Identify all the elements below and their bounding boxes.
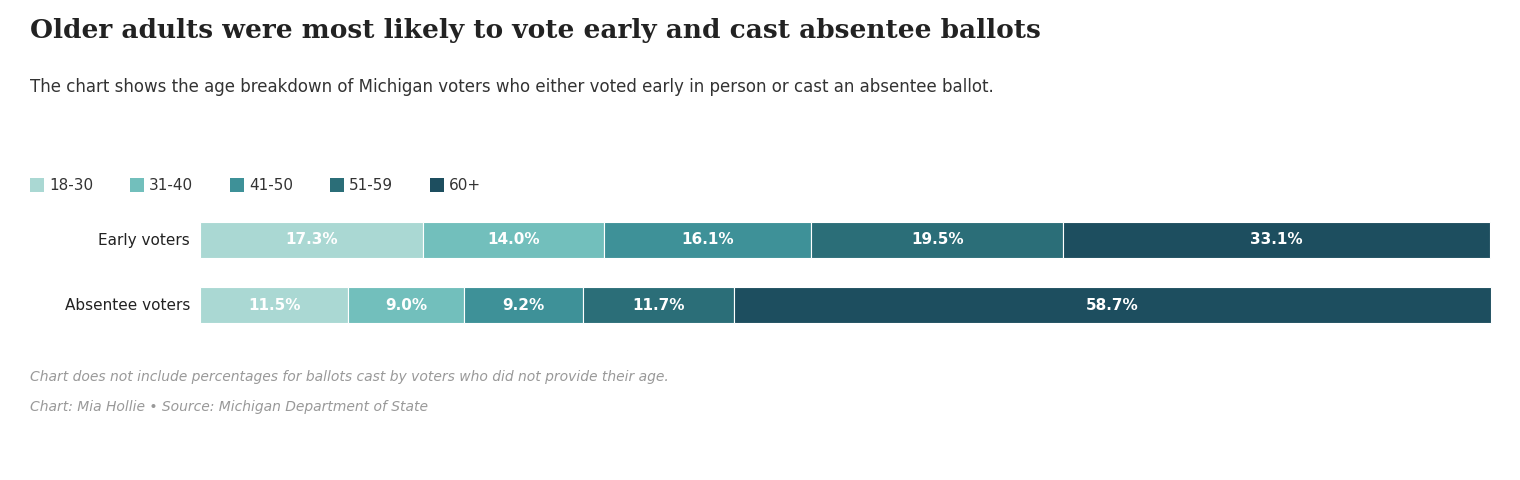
Text: 11.7%: 11.7% [632, 298, 686, 312]
Text: 31-40: 31-40 [149, 178, 193, 192]
Text: 9.0%: 9.0% [386, 298, 427, 312]
Text: 14.0%: 14.0% [486, 232, 540, 248]
Text: Absentee voters: Absentee voters [65, 298, 190, 312]
Text: 19.5%: 19.5% [910, 232, 964, 248]
Text: The chart shows the age breakdown of Michigan voters who either voted early in p: The chart shows the age breakdown of Mic… [30, 78, 994, 96]
Text: 18-30: 18-30 [49, 178, 93, 192]
Text: 41-50: 41-50 [249, 178, 293, 192]
Text: 17.3%: 17.3% [286, 232, 337, 248]
Text: Chart: Mia Hollie • Source: Michigan Department of State: Chart: Mia Hollie • Source: Michigan Dep… [30, 400, 429, 414]
Text: Early voters: Early voters [99, 232, 190, 248]
Text: 9.2%: 9.2% [503, 298, 544, 312]
Text: 33.1%: 33.1% [1249, 232, 1303, 248]
Text: 51-59: 51-59 [350, 178, 394, 192]
Text: 60+: 60+ [448, 178, 482, 192]
Text: Chart does not include percentages for ballots cast by voters who did not provid: Chart does not include percentages for b… [30, 370, 669, 384]
Text: Older adults were most likely to vote early and cast absentee ballots: Older adults were most likely to vote ea… [30, 18, 1041, 43]
Text: 16.1%: 16.1% [681, 232, 734, 248]
Text: 58.7%: 58.7% [1087, 298, 1138, 312]
Text: 11.5%: 11.5% [248, 298, 301, 312]
